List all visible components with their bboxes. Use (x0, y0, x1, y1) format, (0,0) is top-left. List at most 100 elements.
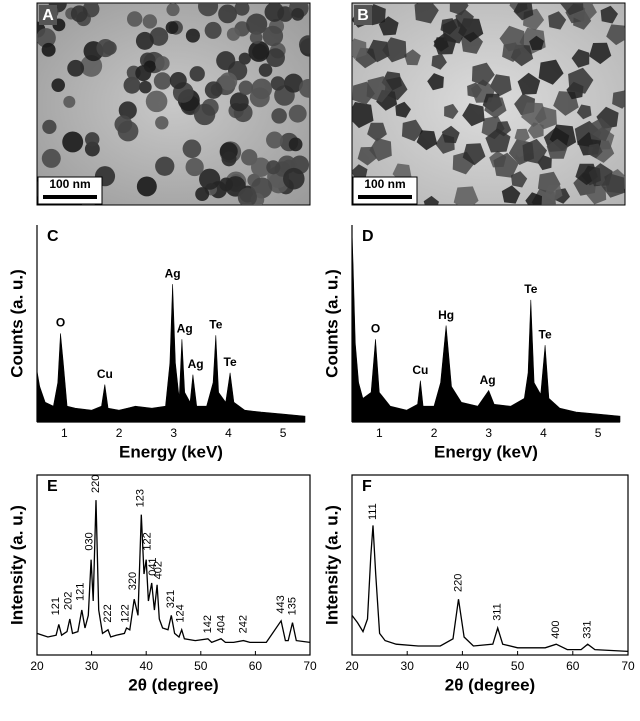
particle (266, 48, 285, 68)
particle (266, 131, 284, 149)
peak-label: 321 (165, 590, 177, 608)
particle (237, 187, 257, 205)
particle (588, 117, 612, 142)
particle (514, 128, 530, 144)
particle (126, 11, 143, 27)
particle (264, 3, 285, 22)
label-box (39, 5, 57, 25)
particle (462, 143, 486, 166)
peak-label: Cu (97, 367, 113, 381)
chart: 20 30 40 50 60 70 2θ (degree) Intensity (a. u.)… (322, 474, 635, 694)
particle (182, 139, 202, 159)
peak-label: 122 (142, 532, 154, 550)
peak-label: Te (209, 318, 222, 332)
particle (249, 31, 263, 44)
peak-label: O (371, 322, 380, 336)
particle (527, 122, 544, 139)
particle (367, 39, 390, 63)
particle (471, 62, 495, 87)
peak-label: 402 (153, 561, 165, 579)
particle (135, 31, 154, 50)
x-axis-label: 2θ (degree) (128, 675, 218, 694)
particle (221, 151, 237, 167)
peak-label: Te (524, 282, 537, 296)
scale-label: 100 nm (49, 177, 90, 191)
particle (441, 125, 460, 144)
peak-label: Te (224, 355, 237, 369)
particle (258, 63, 273, 77)
particle (67, 59, 85, 77)
peak-label: Ag (188, 357, 204, 371)
particle (135, 65, 152, 82)
particle (414, 3, 439, 24)
particle (185, 28, 200, 43)
particle (501, 185, 521, 204)
chart: 20 30 40 50 60 70 2θ (degree) Intensity (a. u.)… (7, 474, 317, 694)
particle (586, 183, 607, 205)
particle (262, 25, 284, 47)
particle (462, 103, 485, 127)
particle (250, 157, 271, 178)
scale-bar (43, 195, 97, 199)
x-tick-label: 3 (170, 426, 177, 440)
particle (288, 104, 307, 123)
peak-label: 443 (275, 595, 287, 613)
x-tick-label: 30 (85, 659, 99, 673)
particle (525, 192, 542, 205)
particle (606, 24, 625, 46)
particle (352, 38, 367, 59)
plot-frame (351, 474, 629, 656)
particle (291, 8, 305, 21)
chart: 1 2 3 4 5 Energy (keV) Counts (a. u.) D O Cu Hg Ag T… (322, 225, 621, 461)
particle (517, 72, 541, 95)
particle (153, 72, 172, 90)
peak-label: 135 (286, 597, 298, 615)
plot-frame (36, 474, 311, 656)
particle (155, 156, 175, 176)
particle (195, 187, 210, 202)
particle (600, 5, 618, 24)
scale-box (352, 176, 418, 205)
particle (248, 40, 270, 62)
particle (117, 120, 139, 142)
particle (149, 27, 169, 46)
particle (118, 101, 137, 120)
x-axis-label: 2θ (degree) (445, 675, 535, 694)
particle (51, 78, 65, 92)
particle (41, 42, 56, 57)
x-tick-label: 1 (61, 426, 68, 440)
tem-image: B 100 nm (351, 2, 626, 206)
peak-label: 400 (550, 620, 562, 638)
peak-label: 122 (119, 604, 131, 622)
peak-label: 404 (215, 615, 227, 633)
particle (423, 195, 439, 205)
peak-label: 242 (237, 615, 249, 633)
particle (139, 80, 152, 94)
peak-label: O (56, 316, 65, 330)
particle (266, 160, 281, 175)
peak-label: 142 (202, 615, 214, 633)
x-axis-label: Energy (keV) (119, 442, 223, 461)
spectrum-area (36, 284, 306, 423)
particle (560, 3, 584, 16)
x-tick-label: 1 (376, 426, 383, 440)
peak-label: 123 (135, 489, 147, 507)
particle (123, 76, 141, 94)
particle (96, 38, 115, 58)
particle (382, 37, 407, 63)
x-tick-label: 20 (345, 659, 359, 673)
x-tick-label: 5 (595, 426, 602, 440)
peak-label: 222 (102, 604, 114, 622)
particle (442, 18, 468, 44)
tem-image: A 100 nm (36, 2, 311, 206)
x-tick-label: 3 (485, 426, 492, 440)
scale-box (37, 176, 103, 205)
particle (219, 72, 238, 91)
particle (298, 78, 310, 98)
particle (193, 103, 216, 126)
x-tick-label: 60 (249, 659, 263, 673)
particle (218, 4, 237, 24)
particle (513, 3, 534, 21)
particle (283, 167, 305, 190)
peak-label: 124 (175, 604, 187, 622)
